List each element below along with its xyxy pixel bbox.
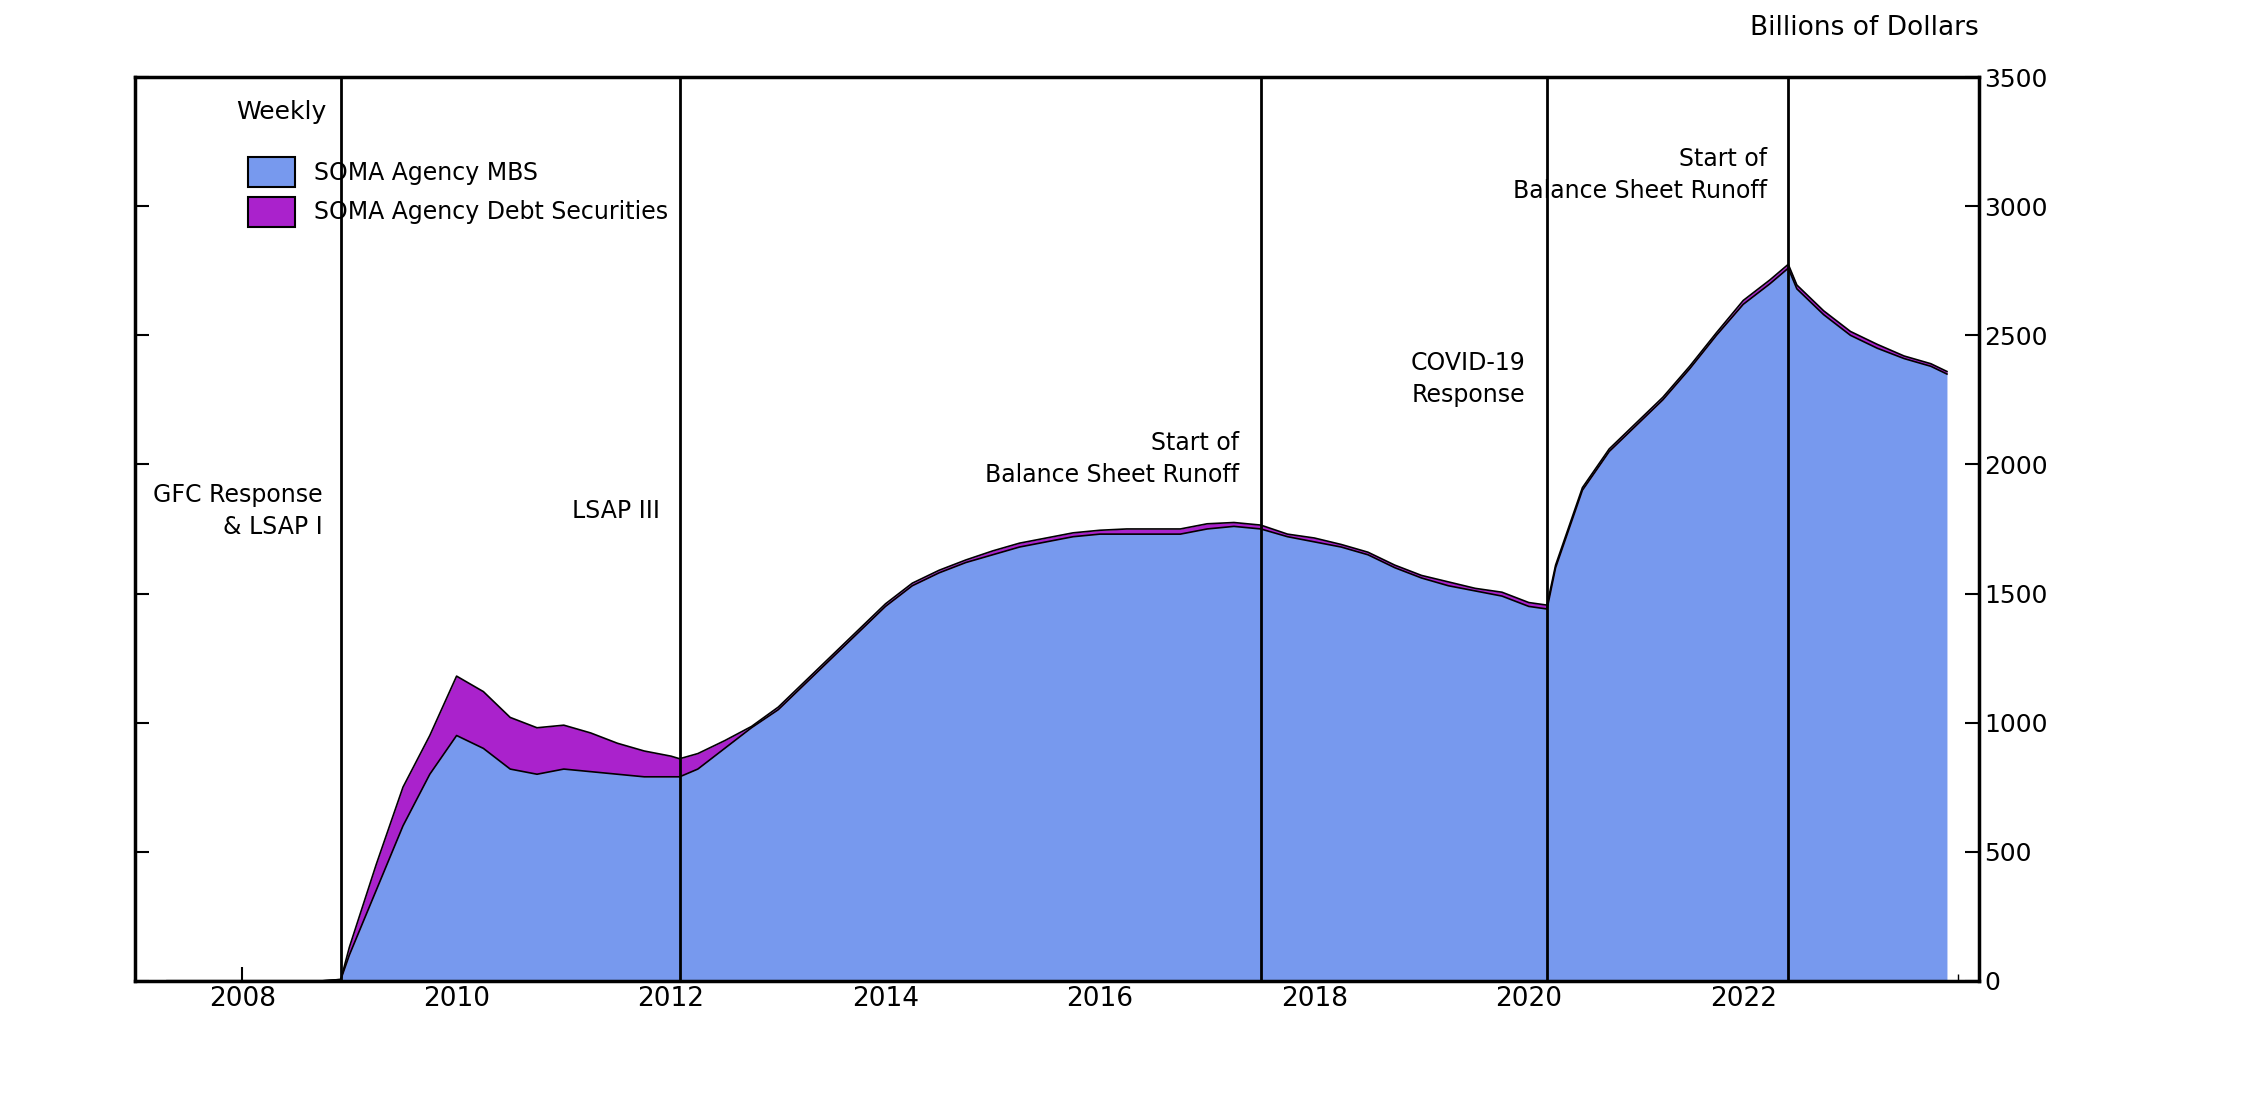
Text: COVID-19
Response: COVID-19 Response [1410,352,1525,407]
Legend: SOMA Agency MBS, SOMA Agency Debt Securities: SOMA Agency MBS, SOMA Agency Debt Securi… [247,156,668,227]
Text: GFC Response
& LSAP I: GFC Response & LSAP I [153,483,322,539]
Text: LSAP III: LSAP III [571,499,661,522]
Text: Start of
Balance Sheet Runoff: Start of Balance Sheet Runoff [985,432,1239,487]
Text: Billions of Dollars: Billions of Dollars [1750,15,1979,41]
Text: Weekly: Weekly [236,99,326,123]
Text: Start of
Balance Sheet Runoff: Start of Balance Sheet Runoff [1514,148,1768,203]
